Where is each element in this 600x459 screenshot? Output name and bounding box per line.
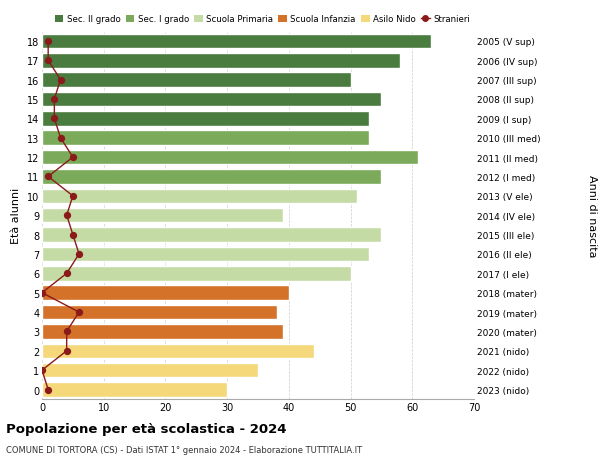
Bar <box>42 93 382 107</box>
Bar <box>42 208 283 223</box>
Point <box>56 135 65 142</box>
Text: COMUNE DI TORTORA (CS) - Dati ISTAT 1° gennaio 2024 - Elaborazione TUTTITALIA.IT: COMUNE DI TORTORA (CS) - Dati ISTAT 1° g… <box>6 445 362 454</box>
Bar <box>42 363 258 378</box>
Point <box>50 115 59 123</box>
Point <box>37 367 47 374</box>
Bar <box>42 189 357 204</box>
Bar <box>42 286 289 300</box>
Text: Popolazione per età scolastica - 2024: Popolazione per età scolastica - 2024 <box>6 422 287 435</box>
Point <box>43 174 53 181</box>
Bar <box>42 34 431 49</box>
Bar <box>42 247 369 262</box>
Y-axis label: Età alunni: Età alunni <box>11 188 21 244</box>
Point <box>37 289 47 297</box>
Point <box>74 251 84 258</box>
Point <box>56 77 65 84</box>
Point <box>68 193 77 200</box>
Point <box>74 309 84 316</box>
Text: Anni di nascita: Anni di nascita <box>587 174 597 257</box>
Bar <box>42 151 418 165</box>
Bar <box>42 382 227 397</box>
Point <box>43 57 53 65</box>
Bar <box>42 112 369 126</box>
Bar <box>42 54 400 68</box>
Point <box>43 386 53 393</box>
Point <box>62 212 71 219</box>
Point <box>50 96 59 103</box>
Point <box>43 38 53 45</box>
Point <box>68 231 77 239</box>
Point <box>68 154 77 162</box>
Point <box>62 270 71 277</box>
Bar <box>42 267 350 281</box>
Point <box>62 328 71 336</box>
Bar <box>42 73 350 88</box>
Bar <box>42 305 277 319</box>
Bar <box>42 228 382 242</box>
Bar <box>42 131 369 146</box>
Bar <box>42 325 283 339</box>
Legend: Sec. II grado, Sec. I grado, Scuola Primaria, Scuola Infanzia, Asilo Nido, Stran: Sec. II grado, Sec. I grado, Scuola Prim… <box>55 15 470 24</box>
Bar <box>42 170 382 185</box>
Bar <box>42 344 314 358</box>
Point <box>62 347 71 355</box>
